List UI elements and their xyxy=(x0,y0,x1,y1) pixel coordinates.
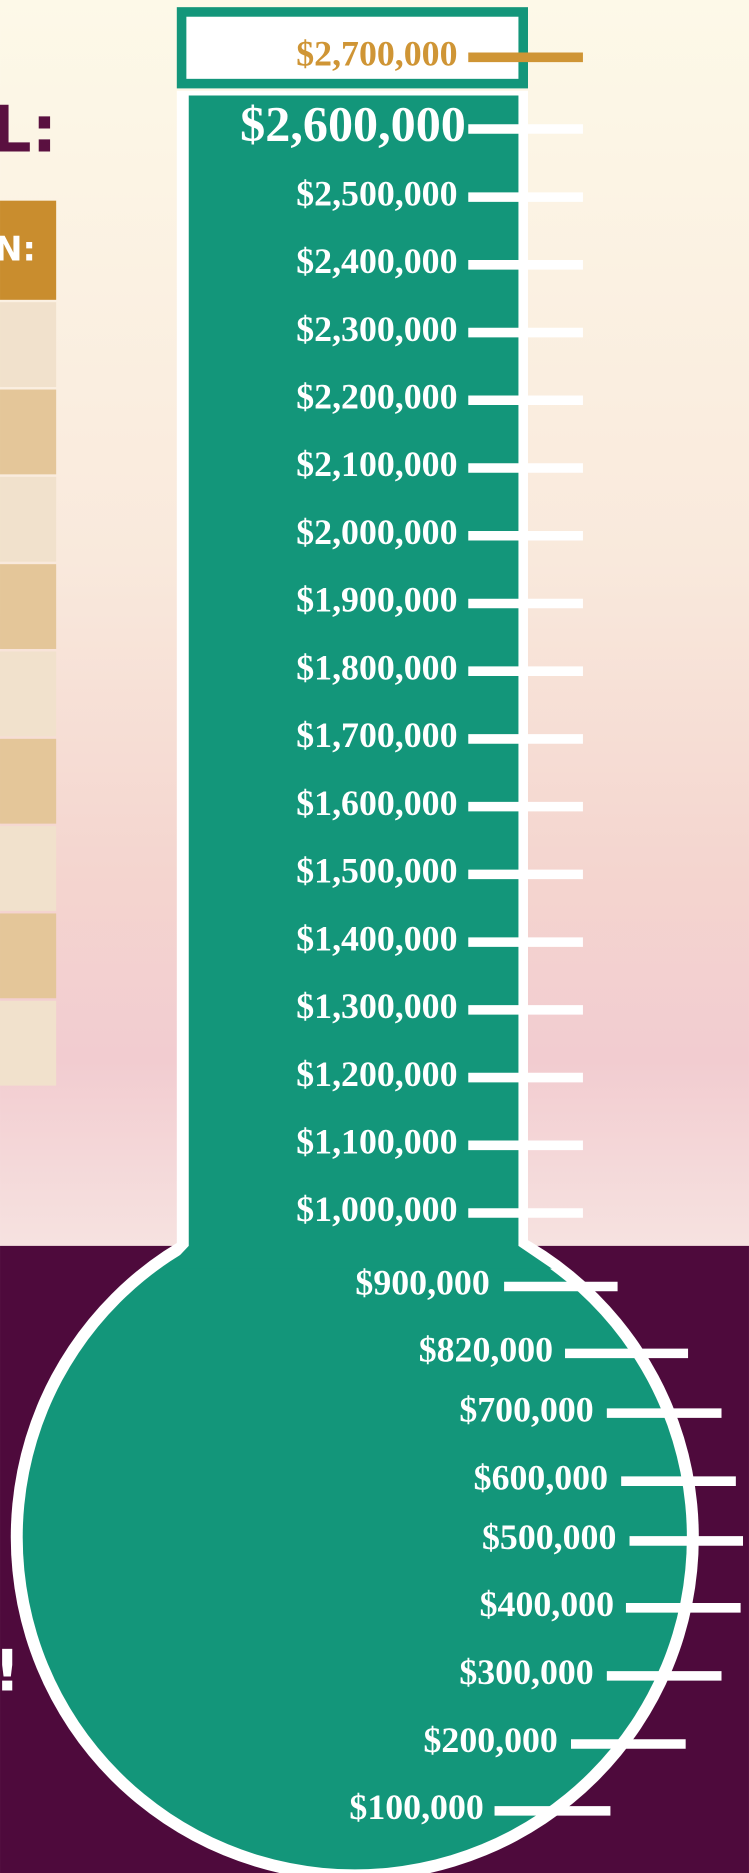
table-row xyxy=(0,564,57,649)
tick-label: $1,900,000 xyxy=(296,580,457,620)
tick-label: $300,000 xyxy=(459,1652,593,1692)
note: ! xyxy=(0,1637,20,1704)
table-row xyxy=(0,651,57,737)
tick-label: $2,700,000 xyxy=(296,34,457,74)
table-row xyxy=(0,738,57,824)
goal-box xyxy=(176,7,528,89)
table-row xyxy=(0,302,57,388)
tick-label: $900,000 xyxy=(355,1263,489,1303)
tick-label: $2,000,000 xyxy=(296,512,457,552)
table: N: xyxy=(0,200,57,1086)
tick-label: $2,400,000 xyxy=(296,241,457,281)
table-header xyxy=(0,200,57,300)
tick-label: $100,000 xyxy=(349,1787,483,1827)
table-row xyxy=(0,476,57,562)
tick-label: $700,000 xyxy=(459,1389,593,1429)
tick-label: $1,800,000 xyxy=(296,647,457,687)
table-row xyxy=(0,389,57,475)
tick-label: $600,000 xyxy=(474,1457,608,1497)
tick-label: $400,000 xyxy=(480,1584,614,1624)
tube xyxy=(167,95,552,1269)
thermometer-body xyxy=(10,7,699,1873)
tick-label: $1,600,000 xyxy=(296,783,457,823)
tick-label: $2,200,000 xyxy=(296,377,457,417)
tick-label: $1,300,000 xyxy=(296,986,457,1026)
tick-label: $1,100,000 xyxy=(296,1122,457,1162)
tick-label: $500,000 xyxy=(482,1517,616,1557)
table-row xyxy=(0,1000,57,1086)
bulb xyxy=(22,1205,687,1870)
table-header-text: N: xyxy=(0,229,36,268)
tick-label: $2,600,000 xyxy=(240,96,466,152)
tick-label: $820,000 xyxy=(419,1330,553,1370)
tick-label: $1,700,000 xyxy=(296,715,457,755)
ticks: $2,700,000 $2,600,000 $2,500,000 $2,400,000… xyxy=(240,34,744,1827)
tick-label: $2,500,000 xyxy=(296,173,457,213)
tick-label: $1,500,000 xyxy=(296,851,457,891)
tick-label: $1,000,000 xyxy=(296,1189,457,1229)
table-row xyxy=(0,913,57,999)
tick-label: $1,200,000 xyxy=(296,1054,457,1094)
table-row xyxy=(0,826,57,911)
tick-label: $1,400,000 xyxy=(296,918,457,958)
tick-label: $200,000 xyxy=(423,1720,557,1760)
tick-label: $2,100,000 xyxy=(296,444,457,484)
heading: L: xyxy=(0,92,57,167)
tick-label: $2,300,000 xyxy=(296,309,457,349)
